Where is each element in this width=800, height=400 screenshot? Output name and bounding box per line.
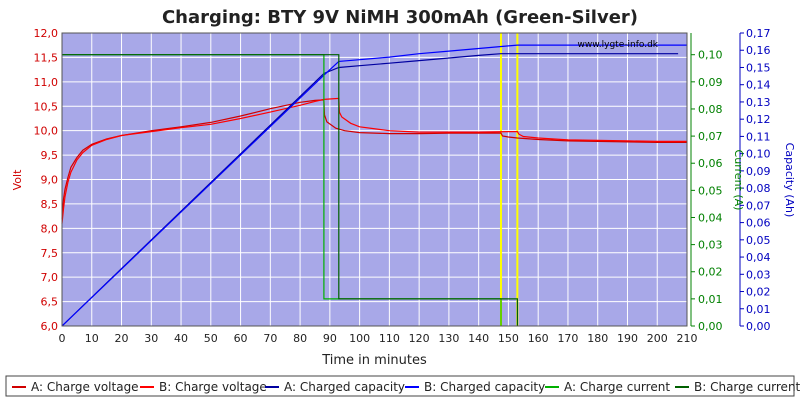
x-tick-label: 170	[557, 332, 578, 345]
legend-label: B: Charge voltage	[159, 380, 267, 394]
capacity-tick-label: 0,14	[746, 79, 771, 92]
plot-border	[61, 32, 688, 327]
x-tick-label: 190	[617, 332, 638, 345]
capacity-tick-label: 0,03	[746, 268, 771, 281]
volt-tick-label: 7,5	[41, 247, 59, 260]
x-tick-label: 0	[59, 332, 66, 345]
x-tick-label: 40	[174, 332, 188, 345]
x-tick-label: 140	[468, 332, 489, 345]
current-axis-label: Current (A)	[732, 150, 745, 211]
volt-tick-label: 9,5	[41, 149, 59, 162]
x-tick-label: 100	[349, 332, 370, 345]
volt-tick-label: 11,5	[34, 51, 59, 64]
capacity-tick-label: 0,09	[746, 165, 771, 178]
x-tick-label: 10	[85, 332, 99, 345]
capacity-tick-label: 0,08	[746, 182, 771, 195]
x-tick-label: 50	[204, 332, 218, 345]
current-tick-label: 0,07	[698, 130, 723, 143]
legend-label: B: Charge current	[694, 380, 800, 394]
current-tick-label: 0,08	[698, 103, 723, 116]
volt-tick-label: 8,5	[41, 198, 59, 211]
legend-label: A: Charge current	[564, 380, 670, 394]
capacity-tick-label: 0,02	[746, 286, 771, 299]
capacity-tick-label: 0,06	[746, 217, 771, 230]
capacity-tick-label: 0,05	[746, 234, 771, 247]
x-tick-label: 60	[234, 332, 248, 345]
volt-tick-label: 11,0	[34, 76, 59, 89]
x-tick-label: 20	[115, 332, 129, 345]
volt-tick-label: 6,5	[41, 296, 59, 309]
capacity-tick-label: 0,17	[746, 27, 771, 40]
legend-label: A: Charge voltage	[31, 380, 139, 394]
volt-tick-label: 9,0	[41, 174, 59, 187]
current-tick-label: 0,06	[698, 157, 723, 170]
x-tick-label: 200	[647, 332, 668, 345]
x-tick-label: 80	[293, 332, 307, 345]
axes: 0 10 20 30 40 50 60 70 80 90 100 110 120 130 140 150 160…	[34, 27, 771, 345]
x-tick-label: 160	[528, 332, 549, 345]
x-tick-label: 130	[438, 332, 459, 345]
x-tick-label: 210	[677, 332, 698, 345]
current-tick-label: 0,09	[698, 76, 723, 89]
series-layer	[61, 44, 687, 327]
capacity-tick-label: 0,13	[746, 96, 771, 109]
legend-label: B: Charged capacity	[424, 380, 545, 394]
volt-tick-label: 10,5	[34, 100, 59, 113]
capacity-tick-label: 0,00	[746, 320, 771, 333]
legend-label: A: Charged capacity	[284, 380, 405, 394]
legend-box	[5, 375, 795, 397]
x-tick-label: 120	[409, 332, 430, 345]
x-tick-label: 30	[144, 332, 158, 345]
x-tick-label: 90	[323, 332, 337, 345]
volt-axis-label: Volt	[11, 169, 24, 190]
capacity-tick-label: 0,01	[746, 303, 771, 316]
volt-tick-label: 7,0	[41, 271, 59, 284]
capacity-tick-label: 0,07	[746, 199, 771, 212]
volt-tick-label: 12,0	[34, 27, 59, 40]
x-tick-label: 150	[498, 332, 519, 345]
chart-title: Charging: BTY 9V NiMH 300mAh (Green-Silv…	[162, 7, 638, 28]
x-tick-label: 110	[379, 332, 400, 345]
series-a-charged-capacity	[61, 53, 679, 327]
capacity-axis-label: Capacity (Ah)	[783, 143, 796, 218]
x-tick-label: 70	[263, 332, 277, 345]
capacity-tick-label: 0,04	[746, 251, 771, 264]
series-b-charged-capacity	[61, 44, 687, 327]
end-markers	[499, 33, 519, 326]
capacity-tick-label: 0,11	[746, 130, 771, 143]
current-tick-label: 0,01	[698, 293, 723, 306]
current-tick-label: 0,00	[698, 320, 723, 333]
capacity-tick-label: 0,12	[746, 113, 771, 126]
volt-tick-label: 6,0	[41, 320, 59, 333]
capacity-tick-label: 0,10	[746, 148, 771, 161]
current-tick-label: 0,10	[698, 49, 723, 62]
capacity-tick-label: 0,15	[746, 61, 771, 74]
current-tick-label: 0,04	[698, 211, 723, 224]
current-tick-label: 0,05	[698, 184, 723, 197]
volt-tick-label: 10,0	[34, 125, 59, 138]
series-b-charge-current	[62, 54, 519, 326]
current-tick-label: 0,03	[698, 239, 723, 252]
current-tick-label: 0,02	[698, 266, 723, 279]
x-tick-label: 180	[587, 332, 608, 345]
capacity-tick-label: 0,16	[746, 44, 771, 57]
x-axis-label: Time in minutes	[321, 353, 427, 368]
volt-tick-label: 8,0	[41, 222, 59, 235]
watermark: www.lygte-info.dk	[578, 40, 659, 50]
legend: A: Charge voltage B: Charge voltage A: Cha…	[12, 380, 800, 394]
